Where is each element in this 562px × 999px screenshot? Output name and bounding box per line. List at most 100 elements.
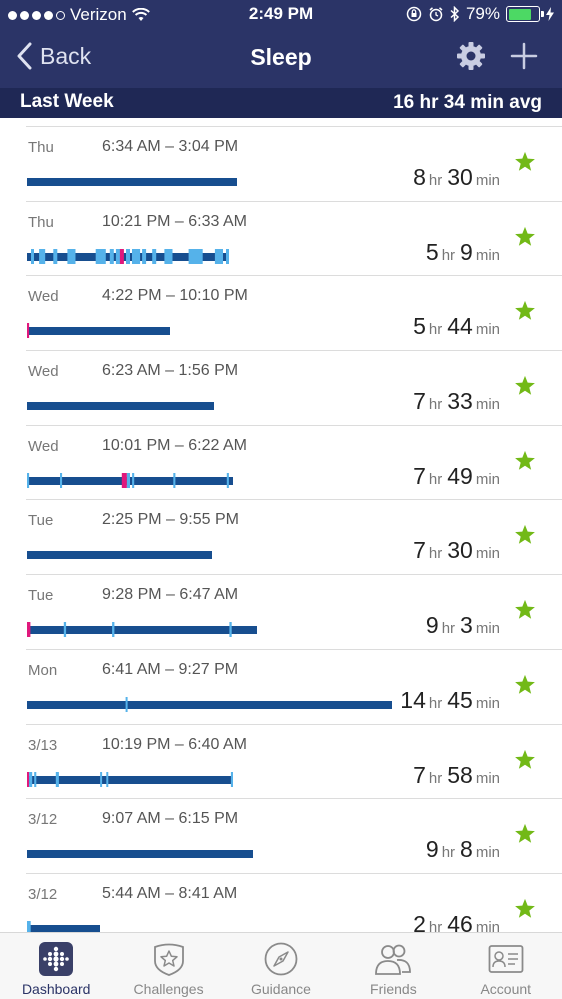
- carrier-group: Verizon: [8, 5, 150, 25]
- sleep-log-row[interactable]: 3/12 5:44 AM – 8:41 AM 2 hr 46 min: [26, 872, 562, 932]
- sleep-log-day: Thu: [28, 213, 54, 231]
- sleep-pattern-bar: [27, 472, 233, 488]
- sleep-log-row[interactable]: 3/13 10:19 PM – 6:40 AM 7 hr 58 min: [26, 723, 562, 799]
- asleep-segment: [27, 626, 257, 635]
- hours-unit: hr: [441, 844, 456, 862]
- status-bar: Verizon 2:49 PM 79%: [0, 0, 562, 30]
- hours-unit: hr: [428, 396, 443, 414]
- duration-hours: 5: [425, 238, 439, 265]
- asleep-segment: [27, 700, 392, 709]
- sleep-pattern-bar: [27, 323, 170, 339]
- hours-unit: hr: [428, 321, 443, 339]
- hours-unit: hr: [428, 545, 443, 563]
- tab-label: Dashboard: [21, 981, 91, 997]
- gear-icon[interactable]: [455, 40, 487, 72]
- orientation-lock-icon: [406, 6, 422, 22]
- tab-bar: Dashboard Challenges Guidance Friends: [0, 932, 562, 999]
- tab-friends[interactable]: Friends: [337, 933, 449, 999]
- restless-segment: [132, 472, 135, 488]
- duration-hours: 2: [413, 910, 426, 932]
- goal-star-icon: [515, 226, 535, 246]
- sleep-duration: 8 hr 30 min: [413, 164, 500, 191]
- sleep-pattern-bar: [27, 248, 229, 264]
- alarm-icon: [429, 7, 443, 22]
- restless-segment: [230, 771, 233, 787]
- duration-minutes: 46: [447, 910, 473, 932]
- sleep-log-row[interactable]: Thu 10:21 PM – 6:33 AM 5 hr 9 min: [26, 200, 562, 276]
- goal-star-icon: [515, 301, 535, 321]
- sleep-log-time-range: 6:41 AM – 9:27 PM: [102, 660, 239, 678]
- restless-segment: [55, 771, 59, 787]
- sleep-log-row[interactable]: Thu 6:34 AM – 3:04 PM 8 hr 30 min: [26, 126, 562, 201]
- tab-account[interactable]: Account: [450, 933, 562, 999]
- tab-challenges[interactable]: Challenges: [112, 933, 224, 999]
- sleep-log-time-range: 6:23 AM – 1:56 PM: [102, 362, 239, 380]
- charging-icon: [546, 7, 554, 21]
- restless-segment: [60, 472, 63, 488]
- sleep-log-row[interactable]: Wed 6:23 AM – 1:56 PM 7 hr 33 min: [26, 350, 562, 425]
- asleep-segment: [27, 924, 100, 932]
- restless-segment: [214, 248, 223, 264]
- bluetooth-icon: [450, 6, 460, 22]
- duration-hours: 9: [425, 612, 439, 639]
- goal-star-icon: [515, 674, 535, 694]
- sleep-log-day: Tue: [28, 512, 54, 530]
- wifi-icon: [131, 8, 150, 21]
- sleep-duration: 5 hr 44 min: [413, 313, 500, 340]
- sleep-log-time-range: 4:22 PM – 10:10 PM: [102, 287, 248, 305]
- back-button[interactable]: Back: [16, 42, 91, 70]
- sleep-log-day: Wed: [28, 437, 59, 455]
- tab-label: Guidance: [251, 981, 311, 997]
- minutes-unit: min: [475, 396, 500, 414]
- tab-dashboard[interactable]: Dashboard: [0, 933, 112, 999]
- awake-segment: [119, 248, 124, 264]
- awake-segment: [121, 472, 127, 488]
- hours-unit: hr: [428, 694, 443, 712]
- sleep-log-day: 3/12: [28, 811, 58, 829]
- asleep-segment: [27, 178, 237, 186]
- sleep-log-row[interactable]: Tue 2:25 PM – 9:55 PM 7 hr 30 min: [26, 499, 562, 574]
- duration-minutes: 44: [447, 313, 473, 340]
- sleep-log-row[interactable]: Tue 9:28 PM – 6:47 AM 9 hr 3 min: [26, 574, 562, 649]
- goal-star-icon: [515, 450, 535, 470]
- minutes-unit: min: [475, 769, 500, 787]
- add-icon[interactable]: [508, 40, 540, 72]
- duration-minutes: 8: [460, 836, 473, 863]
- minutes-unit: min: [475, 172, 500, 189]
- sleep-log-row[interactable]: 3/12 9:07 AM – 6:15 PM 9 hr 8 min: [26, 798, 562, 873]
- restless-segment: [112, 622, 115, 638]
- tab-label: Challenges: [133, 981, 204, 997]
- minutes-unit: min: [475, 470, 500, 488]
- duration-minutes: 45: [447, 686, 473, 713]
- sleep-log-list[interactable]: Thu 6:34 AM – 3:04 PM 8 hr 30 min Thu 10:21 PM …: [0, 118, 562, 932]
- signal-icon: [8, 10, 65, 20]
- sleep-pattern-bar: [27, 551, 212, 560]
- sleep-log-day: Wed: [28, 363, 59, 381]
- goal-star-icon: [515, 898, 535, 918]
- sleep-log-row[interactable]: Mon 6:41 AM – 9:27 PM 14 hr 45 min: [26, 648, 562, 724]
- asleep-segment: [27, 327, 170, 336]
- restless-segment: [39, 248, 46, 264]
- sleep-duration: 5 hr 9 min: [426, 239, 500, 266]
- sleep-log-time-range: 10:01 PM – 6:22 AM: [102, 436, 247, 454]
- sleep-log-time-range: 10:19 PM – 6:40 AM: [102, 735, 247, 753]
- sleep-duration: 7 hr 33 min: [413, 388, 500, 415]
- restless-segment: [188, 248, 203, 264]
- restless-segment: [125, 696, 128, 712]
- minutes-unit: min: [475, 620, 500, 638]
- restless-segment: [100, 771, 103, 787]
- restless-segment: [67, 248, 76, 264]
- sleep-pattern-bar: [27, 696, 392, 712]
- restless-segment: [164, 248, 173, 264]
- sleep-log-row[interactable]: Wed 4:22 PM – 10:10 PM 5 hr 44 min: [26, 275, 562, 350]
- nav-bar: Back Sleep: [0, 30, 562, 86]
- goal-star-icon: [515, 375, 535, 395]
- restless-segment: [173, 472, 176, 488]
- sleep-log-row[interactable]: Wed 10:01 PM – 6:22 AM 7 hr 49 min: [26, 424, 562, 500]
- tab-guidance[interactable]: Guidance: [225, 933, 337, 999]
- sleep-log-time-range: 6:34 AM – 3:04 PM: [102, 138, 239, 155]
- asleep-segment: [27, 775, 233, 784]
- duration-minutes: 3: [460, 612, 473, 639]
- sleep-log-day: Wed: [28, 288, 59, 306]
- tab-label: Friends: [370, 981, 417, 997]
